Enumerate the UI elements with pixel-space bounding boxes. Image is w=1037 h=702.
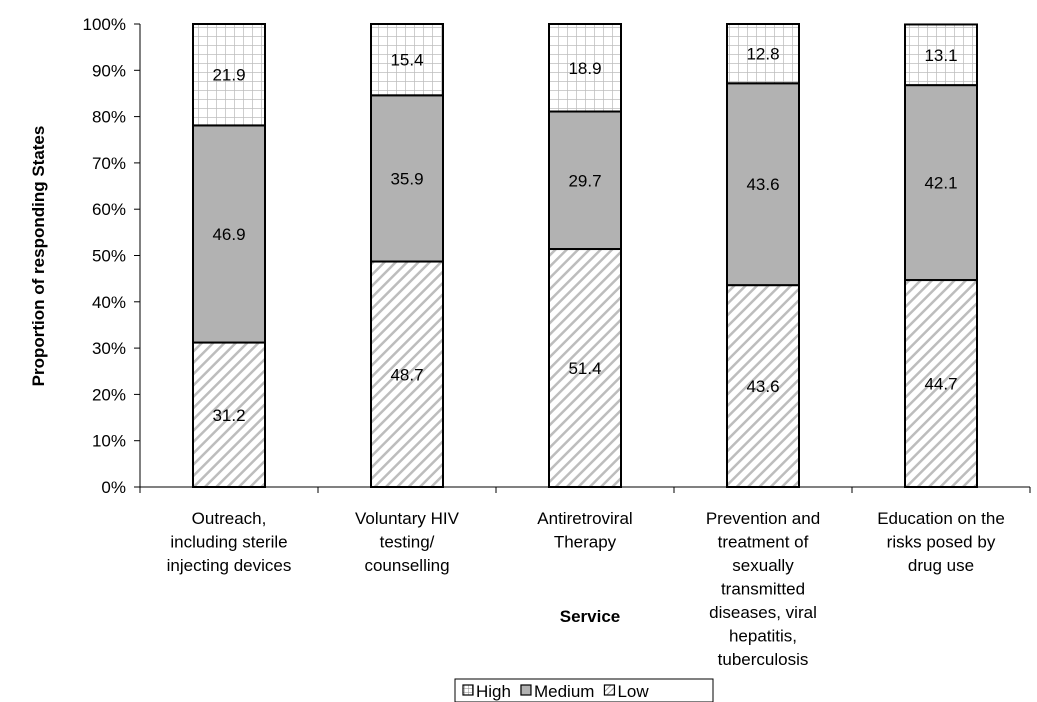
- y-tick-label: 0%: [101, 478, 126, 497]
- data-label: 12.8: [746, 45, 779, 64]
- bar-high: [192, 23, 266, 127]
- category-label-line: hepatitis,: [729, 627, 797, 646]
- category-label-line: Antiretroviral: [537, 509, 632, 528]
- category-label: Outreach, including sterile injecting devi…: [167, 509, 292, 575]
- bar-low: [726, 284, 800, 488]
- category-label-line: risks posed by: [887, 533, 996, 552]
- category-label-line: tuberculosis: [718, 650, 809, 669]
- category-label-line: testing/: [380, 533, 435, 552]
- category-label-line: Education on the: [877, 509, 1005, 528]
- y-tick-label: 100%: [83, 15, 126, 34]
- category-labels-group: Outreach, including sterile injecting devi…: [167, 509, 1005, 669]
- bar-medium: [548, 110, 622, 251]
- data-label: 13.1: [924, 46, 957, 65]
- data-label: 43.6: [746, 175, 779, 194]
- category-label-line: diseases, viral: [709, 603, 817, 622]
- bar-high: [548, 23, 622, 113]
- category-label-line: Prevention and: [706, 509, 820, 528]
- category-label: Education on the risks posed by drug use: [877, 509, 1005, 575]
- bar-low: [548, 248, 622, 488]
- legend-label-high: High: [476, 682, 511, 701]
- category-label-line: Voluntary HIV: [355, 509, 460, 528]
- y-tick-label: 80%: [92, 108, 126, 127]
- category-label-line: including sterile: [170, 533, 287, 552]
- y-tick-label: 40%: [92, 293, 126, 312]
- category-label-line: drug use: [908, 556, 974, 575]
- bar-medium: [192, 124, 266, 344]
- y-tick-label: 30%: [92, 339, 126, 358]
- y-tick-label: 20%: [92, 385, 126, 404]
- legend-label-medium: Medium: [534, 682, 594, 701]
- legend-swatch-medium: [520, 684, 532, 696]
- data-label: 46.9: [212, 225, 245, 244]
- legend-swatch-high: [462, 684, 474, 696]
- y-tick-label: 10%: [92, 432, 126, 451]
- category-label-line: counselling: [364, 556, 449, 575]
- x-axis-title: Service: [560, 607, 621, 626]
- category-label-line: Outreach,: [192, 509, 267, 528]
- y-axis-title: Proportion of responding States: [29, 126, 48, 387]
- data-label: 44.7: [924, 375, 957, 394]
- legend: High Medium Low: [454, 678, 714, 702]
- category-label-line: Therapy: [554, 533, 617, 552]
- bar-high: [370, 23, 444, 97]
- bar-low: [370, 260, 444, 489]
- bars-group: [192, 23, 978, 489]
- y-tick-label: 90%: [92, 61, 126, 80]
- category-label-line: injecting devices: [167, 556, 292, 575]
- category-label: Prevention and treatment of sexually transm…: [706, 509, 820, 669]
- bar-high: [726, 23, 800, 85]
- y-tick-label: 70%: [92, 154, 126, 173]
- data-label: 51.4: [568, 359, 601, 378]
- data-labels-group: 31.2 46.9 21.9 48.7 35.9 15.4 51.4 29.7 18.9 43.6…: [212, 45, 957, 425]
- bar-medium: [904, 84, 978, 282]
- data-label: 18.9: [568, 59, 601, 78]
- category-label-line: transmitted: [721, 580, 805, 599]
- y-axis: 0% 10% 20% 30% 40% 50% 60% 70% 80% 90% 100%: [83, 15, 141, 497]
- category-label: Voluntary HIV testing/counselling: [355, 509, 460, 575]
- bar-medium: [370, 94, 444, 263]
- category-label: Antiretroviral Therapy: [537, 509, 632, 552]
- data-label: 21.9: [212, 66, 245, 85]
- data-label: 29.7: [568, 171, 601, 190]
- bar-low: [904, 279, 978, 488]
- data-label: 31.2: [212, 406, 245, 425]
- data-label: 43.6: [746, 377, 779, 396]
- data-label: 35.9: [390, 169, 423, 188]
- data-label: 42.1: [924, 174, 957, 193]
- legend-label-low: Low: [617, 682, 649, 701]
- legend-box: [454, 678, 714, 702]
- y-tick-label: 60%: [92, 200, 126, 219]
- category-label-line: treatment of: [718, 533, 809, 552]
- data-label: 48.7: [390, 365, 423, 384]
- bar-medium: [726, 82, 800, 287]
- category-label-line: sexually: [732, 556, 794, 575]
- bar-high: [904, 23, 978, 87]
- y-tick-label: 50%: [92, 247, 126, 266]
- legend-swatch-low: [603, 684, 616, 696]
- data-label: 15.4: [390, 51, 423, 70]
